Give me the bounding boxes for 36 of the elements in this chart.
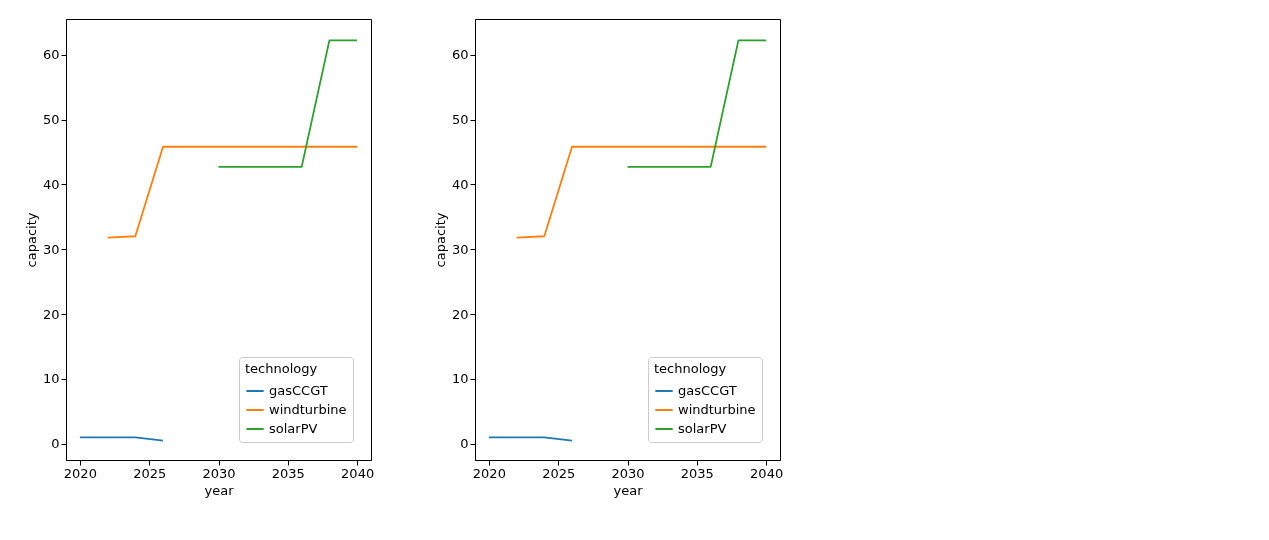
legend-label: solarPV — [678, 421, 727, 436]
x-tick-label: 2035 — [271, 465, 305, 481]
legend-title: technology — [245, 361, 318, 376]
y-tick-label: 30 — [42, 241, 60, 257]
legend-label: windturbine — [678, 402, 756, 417]
y-tick-label: 20 — [42, 306, 60, 322]
x-tick-label: 2040 — [341, 465, 375, 481]
y-tick-label: 10 — [42, 371, 60, 387]
legend-title: technology — [654, 361, 727, 376]
y-tick-label: 30 — [451, 241, 469, 257]
y-tick-label: 40 — [451, 176, 469, 192]
y-tick-label: 0 — [460, 436, 469, 452]
y-tick-label: 60 — [451, 47, 469, 63]
x-tick-label: 2030 — [202, 465, 236, 481]
x-tick-label: 2030 — [611, 465, 645, 481]
legend-label: gasCCGT — [269, 383, 328, 398]
legend-label: gasCCGT — [678, 383, 737, 398]
y-tick-label: 50 — [451, 112, 469, 128]
y-tick-label: 60 — [42, 47, 60, 63]
x-axis-title: year — [613, 482, 644, 498]
y-axis-title: capacity — [23, 212, 39, 268]
y-tick-label: 50 — [42, 112, 60, 128]
legend-label: windturbine — [269, 402, 347, 417]
x-tick-label: 2020 — [63, 465, 97, 481]
x-tick-label: 2040 — [750, 465, 784, 481]
x-tick-label: 2020 — [472, 465, 506, 481]
y-tick-label: 20 — [451, 306, 469, 322]
y-tick-label: 0 — [51, 436, 60, 452]
legend-label: solarPV — [269, 421, 318, 436]
y-tick-label: 10 — [451, 371, 469, 387]
y-tick-label: 40 — [42, 176, 60, 192]
y-axis-title: capacity — [432, 212, 448, 268]
x-tick-label: 2025 — [133, 465, 167, 481]
x-tick-label: 2025 — [542, 465, 576, 481]
x-tick-label: 2035 — [680, 465, 714, 481]
x-axis-title: year — [204, 482, 235, 498]
